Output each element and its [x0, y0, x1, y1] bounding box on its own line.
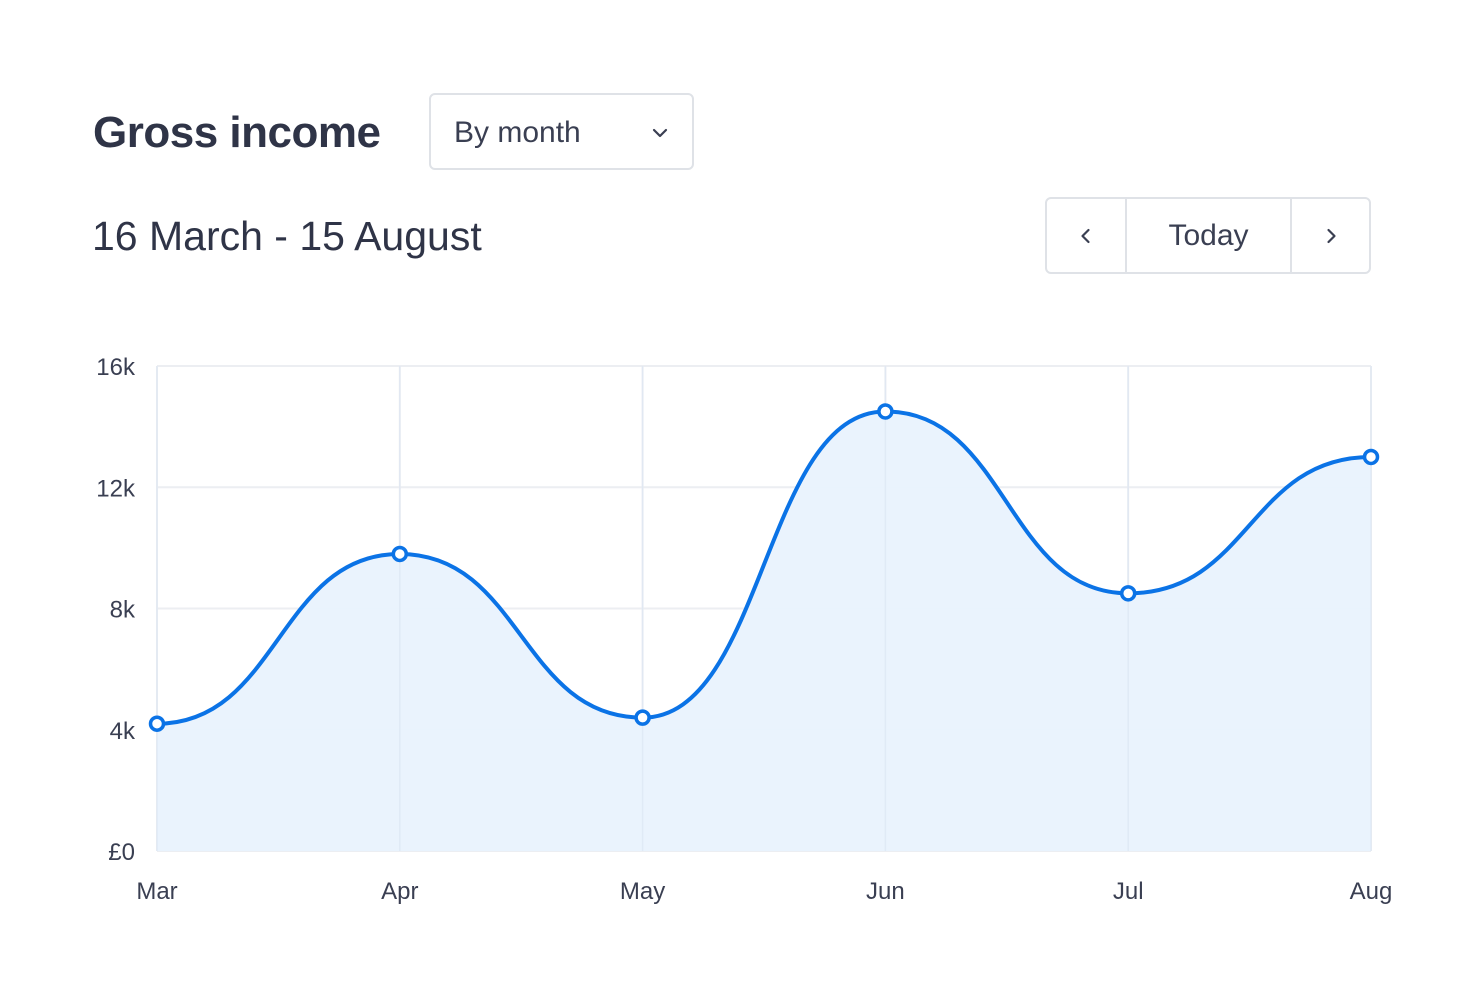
y-tick-label: 4k: [110, 718, 136, 745]
date-navigation: Today: [1045, 197, 1371, 274]
y-tick-label: 8k: [110, 597, 136, 624]
page-title: Gross income: [93, 108, 381, 157]
chevron-left-icon: [1081, 228, 1090, 243]
data-point: [148, 715, 166, 732]
chevron-down-icon: [652, 128, 668, 138]
data-point: [877, 403, 894, 420]
period-select-value: By month: [454, 116, 581, 149]
period-select[interactable]: By month: [429, 93, 694, 170]
x-tick-label: Aug: [1350, 878, 1393, 905]
x-tick-label: Jul: [1113, 878, 1144, 905]
data-point: [391, 545, 409, 563]
y-tick-label: 12k: [96, 475, 136, 502]
chevron-right-icon: [1326, 228, 1336, 243]
next-period-button[interactable]: [1292, 199, 1369, 272]
x-tick-label: Jun: [866, 878, 905, 905]
date-range: 16 March - 15 August: [92, 213, 482, 259]
series-area: [157, 411, 1371, 851]
y-tick-label: 16k: [96, 354, 136, 381]
data-point: [1362, 448, 1380, 466]
x-tick-label: Apr: [381, 878, 418, 905]
previous-period-button[interactable]: [1047, 199, 1127, 272]
y-tick-label: £0: [108, 839, 135, 866]
x-tick-label: May: [620, 878, 665, 905]
x-tick-label: Mar: [136, 878, 177, 905]
series-line: [156, 409, 1372, 726]
today-button[interactable]: Today: [1127, 199, 1292, 272]
data-point: [1119, 585, 1137, 602]
data-point: [634, 709, 651, 726]
